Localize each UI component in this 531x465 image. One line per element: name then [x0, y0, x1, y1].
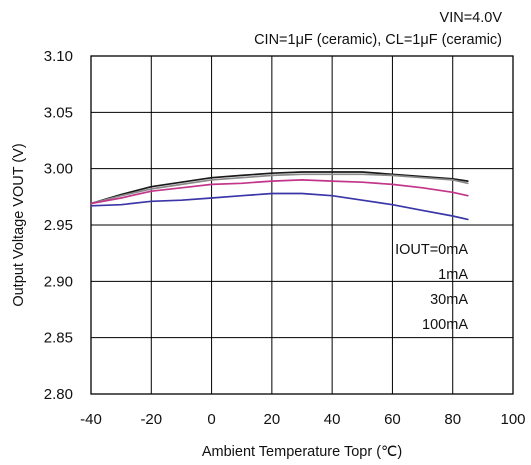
- x-tick-label: 80: [444, 411, 461, 428]
- x-tick-label: 20: [264, 411, 281, 428]
- series-line-2: [90, 179, 469, 205]
- x-axis-label: Ambient Temperature Topr (℃): [202, 444, 402, 460]
- y-tick-label: 2.80: [44, 386, 73, 403]
- legend: IOUT=0mA 1mA 30mA 100mA: [395, 242, 468, 333]
- legend-entry-0ma: IOUT=0mA: [395, 242, 468, 258]
- x-tick-label: 0: [207, 411, 215, 428]
- y-tick-label: 2.90: [44, 273, 73, 290]
- series-line-3: [90, 192, 469, 221]
- vin-condition-label: VIN=4.0V: [440, 10, 503, 26]
- x-tick-label: 40: [324, 411, 341, 428]
- capacitor-condition-label: CIN=1μF (ceramic), CL=1μF (ceramic): [254, 32, 502, 48]
- y-axis-label: Output Voltage VOUT (V): [11, 143, 27, 306]
- series-lines: [90, 171, 469, 221]
- legend-entry-1ma: 1mA: [438, 267, 468, 283]
- y-tick-labels: 2.80 2.85 2.90 2.95 3.00 3.05 3.10: [44, 48, 73, 403]
- series-line-0: [90, 171, 469, 205]
- x-tick-label: -40: [80, 411, 102, 428]
- x-tick-label: -20: [140, 411, 162, 428]
- series-line-1: [90, 173, 469, 205]
- x-tick-labels: -40 -20 0 20 40 60 80 100: [80, 411, 525, 428]
- legend-entry-100ma: 100mA: [422, 317, 468, 333]
- grid-lines: [91, 56, 513, 394]
- y-tick-label: 3.00: [44, 161, 73, 178]
- y-tick-label: 2.95: [44, 217, 73, 234]
- legend-entry-30ma: 30mA: [430, 292, 468, 308]
- y-tick-label: 3.05: [44, 104, 73, 121]
- y-tick-label: 3.10: [44, 48, 73, 65]
- y-tick-label: 2.85: [44, 330, 73, 347]
- x-tick-label: 100: [500, 411, 525, 428]
- x-tick-label: 60: [384, 411, 401, 428]
